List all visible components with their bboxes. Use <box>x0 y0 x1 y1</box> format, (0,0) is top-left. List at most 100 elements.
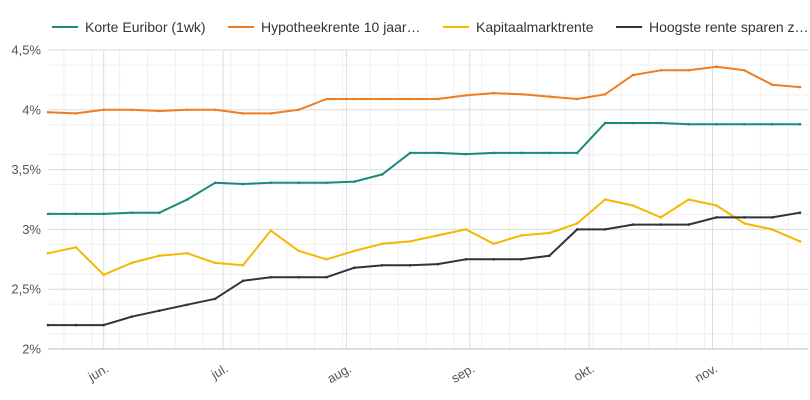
data-point <box>380 173 384 176</box>
data-point <box>520 234 523 237</box>
data-point <box>575 222 579 225</box>
data-point <box>102 212 105 216</box>
data-point <box>213 181 217 185</box>
data-point <box>213 108 217 112</box>
data-point <box>74 112 78 115</box>
x-tick-label: jul. <box>208 361 231 383</box>
data-point <box>659 223 663 226</box>
data-point <box>408 240 412 243</box>
data-point <box>380 97 384 101</box>
data-point <box>687 122 690 126</box>
data-point <box>186 303 189 307</box>
data-point <box>464 258 468 261</box>
data-point <box>130 315 133 319</box>
data-point <box>520 151 523 155</box>
data-point <box>464 228 468 231</box>
data-point <box>770 228 774 231</box>
data-point <box>241 112 245 115</box>
y-tick-label: 2% <box>22 342 41 357</box>
data-point <box>74 323 78 327</box>
data-point <box>241 279 245 283</box>
data-point <box>659 216 663 219</box>
data-point <box>492 242 496 246</box>
data-point <box>631 223 635 226</box>
data-point <box>492 258 496 261</box>
data-point <box>297 275 301 279</box>
y-tick-label: 4% <box>22 102 41 117</box>
x-tick-label: jun. <box>85 361 112 385</box>
data-point <box>213 297 217 301</box>
data-point <box>269 275 273 279</box>
data-point <box>325 97 328 101</box>
data-point <box>269 229 273 232</box>
data-point <box>158 211 161 214</box>
data-point <box>492 151 496 155</box>
data-point <box>631 121 635 125</box>
data-point <box>297 249 301 253</box>
data-point <box>798 240 802 243</box>
data-point <box>743 69 746 72</box>
minor-gridlines <box>48 50 808 349</box>
series-line-1 <box>47 122 801 215</box>
data-point <box>102 323 105 327</box>
x-tick-label: aug. <box>325 361 354 387</box>
data-point <box>74 212 78 216</box>
data-point <box>46 252 50 255</box>
data-point <box>325 181 328 185</box>
legend-label: Hypotheekrente 10 jaar… <box>261 19 421 35</box>
data-point <box>353 180 356 183</box>
data-point <box>743 216 746 219</box>
data-point <box>798 122 802 126</box>
data-point <box>798 85 802 89</box>
data-point <box>353 249 356 253</box>
data-point <box>325 275 328 279</box>
data-point <box>380 264 384 267</box>
data-point <box>743 222 746 225</box>
data-point <box>770 216 774 219</box>
data-point <box>520 93 523 96</box>
data-point <box>46 323 50 327</box>
data-point <box>353 97 356 101</box>
y-tick-label: 2,5% <box>11 282 41 297</box>
data-point <box>715 122 718 126</box>
data-point <box>687 198 690 201</box>
data-point <box>436 262 440 266</box>
data-point <box>46 212 50 216</box>
x-tick-label: sep. <box>448 361 477 386</box>
legend-label: Kapitaalmarktrente <box>476 19 594 35</box>
data-point <box>408 97 412 101</box>
data-point <box>575 228 579 231</box>
data-point <box>241 264 245 267</box>
y-tick-label: 4,5% <box>11 43 41 58</box>
data-point <box>408 264 412 267</box>
data-point <box>603 198 607 201</box>
data-point <box>380 242 384 246</box>
data-point <box>241 182 245 186</box>
data-point <box>687 223 690 226</box>
data-point <box>297 108 301 112</box>
data-point <box>408 151 412 155</box>
data-point <box>186 252 189 255</box>
data-point <box>158 109 161 113</box>
y-tick-label: 3% <box>22 222 41 237</box>
data-point <box>186 198 189 201</box>
data-point <box>520 258 523 261</box>
data-point <box>464 152 468 156</box>
x-axis-ticks: jun. jul. aug. sep. okt. nov. <box>85 361 720 387</box>
data-point <box>102 108 105 112</box>
data-point <box>548 254 551 257</box>
data-point <box>269 181 273 185</box>
legend-label: Hoogste rente sparen z… <box>649 19 809 35</box>
series-line-3 <box>47 198 801 276</box>
data-point <box>798 211 802 214</box>
data-point <box>436 97 440 101</box>
data-point <box>659 121 663 125</box>
legend-label: Korte Euribor (1wk) <box>85 19 206 35</box>
data-point <box>46 110 50 114</box>
data-point <box>325 258 328 261</box>
data-point <box>715 216 718 219</box>
data-point <box>297 181 301 185</box>
data-point <box>102 273 105 277</box>
data-point <box>575 151 579 155</box>
